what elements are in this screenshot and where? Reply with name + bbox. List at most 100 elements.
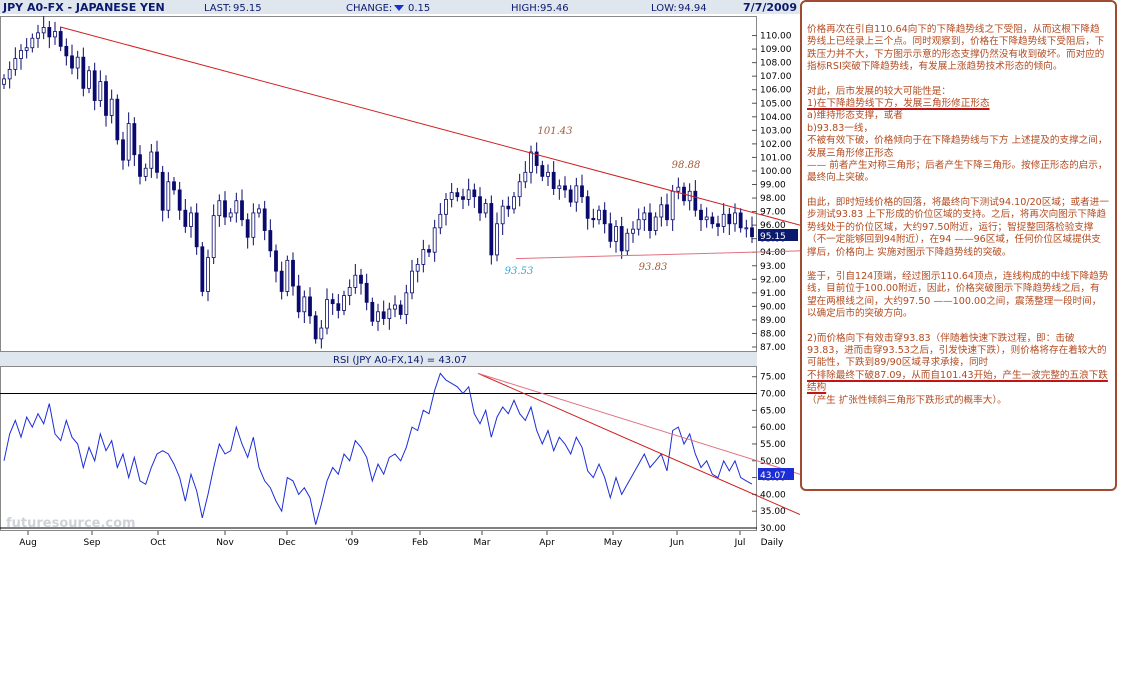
rsi-title: RSI (JPY A0-FX,14) = 43.07: [333, 355, 467, 366]
candle-body: [563, 185, 567, 191]
last-price-badge: [758, 229, 798, 241]
analysis-paragraph-5-end: （产生 扩张性倾斜三角形下跌形式的概率大）。: [807, 394, 1007, 406]
x-tick-label: Jun: [669, 538, 684, 548]
candle-body: [642, 212, 647, 221]
candle-body: [370, 301, 375, 322]
candle-body: [551, 171, 556, 189]
x-tick-label: Mar: [474, 538, 491, 548]
rsi-line: [3, 372, 753, 525]
candle-body: [47, 27, 52, 38]
candle-body: [183, 209, 188, 227]
candle-body: [138, 154, 142, 177]
rsi-y-tick-label: 40.00: [760, 490, 786, 500]
x-tick-label: Apr: [539, 538, 555, 548]
x-tick-label: May: [604, 538, 623, 548]
rsi-y-tick-label: 50.00: [760, 457, 786, 467]
candle-body: [653, 216, 658, 231]
price-y-tick-label: 99.00: [760, 181, 786, 191]
chart-area: JPY A0-FX - JAPANESE YEN LAST: 95.15 CHA…: [0, 0, 800, 548]
price-y-tick-label: 107.00: [760, 72, 792, 82]
candle-body: [540, 165, 545, 177]
candle-body: [24, 47, 29, 51]
high-value: 95.46: [540, 3, 569, 14]
candle-body: [302, 296, 307, 313]
candle-body: [92, 70, 97, 101]
price-panel-frame: [0, 16, 757, 352]
x-tick-label: '09: [345, 538, 359, 548]
candle-body: [359, 274, 363, 284]
rsi-secondary-line: [477, 372, 800, 475]
header-date: 7/7/2009: [743, 1, 797, 14]
analysis-paragraph-3: 由此，即时短线价格的回落，将最终向下测试94.10/20区域；或者进一步测试93…: [807, 196, 1109, 258]
candle-body: [2, 78, 6, 85]
price-y-tick-label: 102.00: [760, 140, 792, 150]
down-arrow-icon: [394, 5, 404, 11]
candle-body: [410, 270, 414, 294]
candle-body: [500, 205, 505, 225]
rsi-last-label: 43.07: [760, 471, 786, 481]
annotation-101-43: 101.43: [538, 126, 573, 137]
analysis-paragraph-1: 价格再次在引自110.64向下的下降趋势线之下受阻，从而这根下降趋势线上已经录上…: [807, 24, 1105, 73]
rsi-y-tick-label: 70.00: [760, 390, 786, 400]
last-value: 95.15: [233, 3, 262, 14]
candle-body: [200, 246, 205, 292]
candle-body: [121, 139, 125, 161]
candle-body: [534, 151, 539, 166]
candle-body: [217, 200, 222, 217]
candle-body: [483, 203, 488, 214]
candle-body: [529, 151, 533, 173]
rsi-y-axis: 30.0035.0040.0045.0050.0055.0060.0065.00…: [752, 373, 786, 534]
candle-body: [466, 189, 471, 200]
candle-body: [376, 311, 380, 322]
candle-body: [512, 196, 516, 210]
candle-body: [223, 200, 227, 218]
candle-body: [495, 223, 499, 256]
candle-body: [330, 299, 335, 305]
candle-body: [404, 292, 409, 315]
candle-body: [115, 98, 120, 141]
candle-body: [177, 189, 182, 211]
candle-body: [155, 151, 159, 173]
analysis-paragraph-5: 2)而价格向下有效击穿93.83（伴随着快速下跌过程，即：击破93.83，进而击…: [807, 332, 1107, 369]
price-candles: [2, 16, 754, 349]
candle-body: [625, 232, 630, 252]
candle-body: [427, 249, 431, 253]
candle-body: [126, 123, 131, 161]
watermark: futuresource.com: [6, 516, 136, 531]
candle-body: [228, 212, 233, 218]
rsi-last-badge: [758, 468, 794, 480]
candle-body: [659, 204, 664, 218]
price-y-tick-label: 89.00: [760, 316, 786, 326]
candle-body: [557, 185, 562, 189]
candle-body: [296, 285, 301, 313]
candle-body: [104, 81, 108, 116]
candle-body: [87, 70, 91, 89]
candle-body: [444, 198, 448, 215]
candle-body: [279, 270, 284, 292]
chart-header: JPY A0-FX - JAPANESE YEN LAST: 95.15 CHA…: [0, 0, 800, 14]
candle-body: [415, 263, 420, 272]
candle-body: [602, 209, 607, 225]
price-y-tick-label: 109.00: [760, 45, 792, 55]
x-tick-label: Aug: [19, 538, 37, 548]
candle-body: [206, 257, 210, 292]
price-y-tick-label: 97.00: [760, 208, 786, 218]
high-label: HIGH:: [511, 3, 540, 14]
annotation-98-88: 98.88: [672, 160, 701, 171]
candle-body: [597, 209, 601, 221]
candle-body: [143, 167, 148, 177]
price-y-tick-label: 94.00: [760, 248, 786, 258]
rsi-downtrend-line: [477, 372, 800, 516]
price-y-tick-label: 103.00: [760, 126, 792, 136]
price-y-tick-label: 91.00: [760, 289, 786, 299]
candle-body: [608, 223, 613, 242]
annotation-93-53: 93.53: [505, 266, 534, 277]
candle-body: [336, 303, 341, 311]
price-y-tick-label: 101.00: [760, 153, 792, 163]
candle-body: [631, 228, 635, 234]
candle-body: [472, 189, 477, 198]
candle-body: [455, 192, 460, 198]
candle-body: [75, 56, 80, 69]
price-y-tick-label: 87.00: [760, 343, 786, 353]
price-y-tick-label: 93.00: [760, 262, 786, 272]
